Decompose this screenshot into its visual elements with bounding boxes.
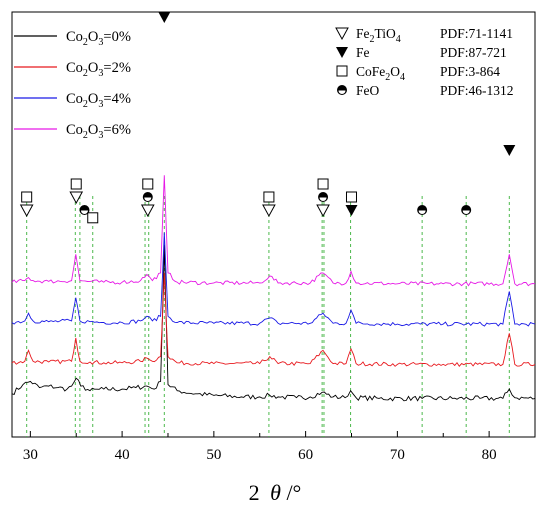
marker-square-10 (263, 191, 275, 203)
series-line-3 (11, 175, 536, 287)
x-tick-label: 50 (206, 447, 221, 463)
x-axis-label-unit: /° (286, 480, 301, 505)
marker-triangle-filled-9 (158, 12, 171, 23)
marker-triangle-open-1 (19, 204, 34, 218)
phase-legend-pdf-2: PDF:3-864 (440, 64, 500, 79)
phase-legend-symbol-2 (336, 65, 348, 77)
x-tick-label: 30 (23, 447, 38, 463)
marker-triangle-open-8 (140, 204, 155, 218)
legend-label-2: Co2O3=4% (66, 91, 131, 110)
phase-legend-pdf-1: PDF:87-721 (440, 45, 507, 60)
marker-triangle-open-3 (69, 191, 84, 205)
legend-label-3: Co2O3=6% (66, 122, 131, 141)
phase-legend-name-0: Fe2TiO4 (356, 26, 401, 45)
marker-triangle-filled-16 (345, 205, 358, 216)
marker-square-0 (21, 191, 33, 203)
legend-label-1: Co2O3=2% (66, 60, 131, 79)
phase-legend-name-3: FeO (356, 83, 380, 98)
marker-square-6 (142, 178, 154, 190)
marker-circle-half-17 (417, 205, 428, 215)
series-curves (11, 175, 536, 402)
marker-circle-half-7 (142, 192, 153, 202)
x-axis-label-symbol: 2 (249, 480, 260, 505)
marker-square-2 (70, 178, 82, 190)
phase-legend-name-2: CoFe2O4 (356, 64, 405, 83)
marker-circle-half-18 (461, 205, 472, 215)
series-line-0 (11, 244, 536, 402)
x-tick-label: 70 (390, 447, 405, 463)
x-axis-label: 2 θ /° (249, 480, 302, 505)
series-line-1 (11, 272, 536, 367)
x-tick-label: 60 (298, 447, 313, 463)
phase-legend-symbol-3 (337, 85, 347, 95)
phase-markers (19, 12, 516, 224)
marker-square-5 (87, 212, 99, 224)
reference-lines (26, 196, 510, 437)
x-tick-label: 80 (482, 447, 497, 463)
marker-triangle-filled-19 (503, 145, 516, 156)
plot-frame (11, 11, 536, 438)
x-axis: 30 40 50 60 70 80 (23, 431, 536, 463)
marker-square-15 (345, 191, 357, 203)
marker-circle-half-13 (318, 192, 329, 202)
marker-triangle-open-14 (316, 204, 330, 218)
phase-legend-symbol-0 (335, 27, 349, 41)
marker-square-12 (317, 178, 329, 190)
series-line-2 (11, 232, 536, 327)
x-tick-label: 40 (115, 447, 130, 463)
marker-triangle-open-11 (262, 204, 276, 218)
x-axis-label-theta: θ (270, 480, 281, 505)
phase-legend-pdf-3: PDF:46-1312 (440, 83, 514, 98)
marker-circle-half-4 (79, 205, 90, 215)
legend-label-0: Co2O3=0% (66, 29, 131, 48)
phase-legend-pdf-0: PDF:71-1141 (440, 26, 513, 41)
phase-legend-name-1: Fe (356, 45, 370, 60)
phase-legend: Fe2TiO4 PDF:71-1141 Fe PDF:87-721 CoFe2O4 PDF… (335, 26, 514, 98)
series-legend: Co2O3=0% Co2O3=2% Co2O3=4% Co2O3=6% (14, 29, 131, 141)
phase-legend-symbol-1 (336, 47, 348, 58)
